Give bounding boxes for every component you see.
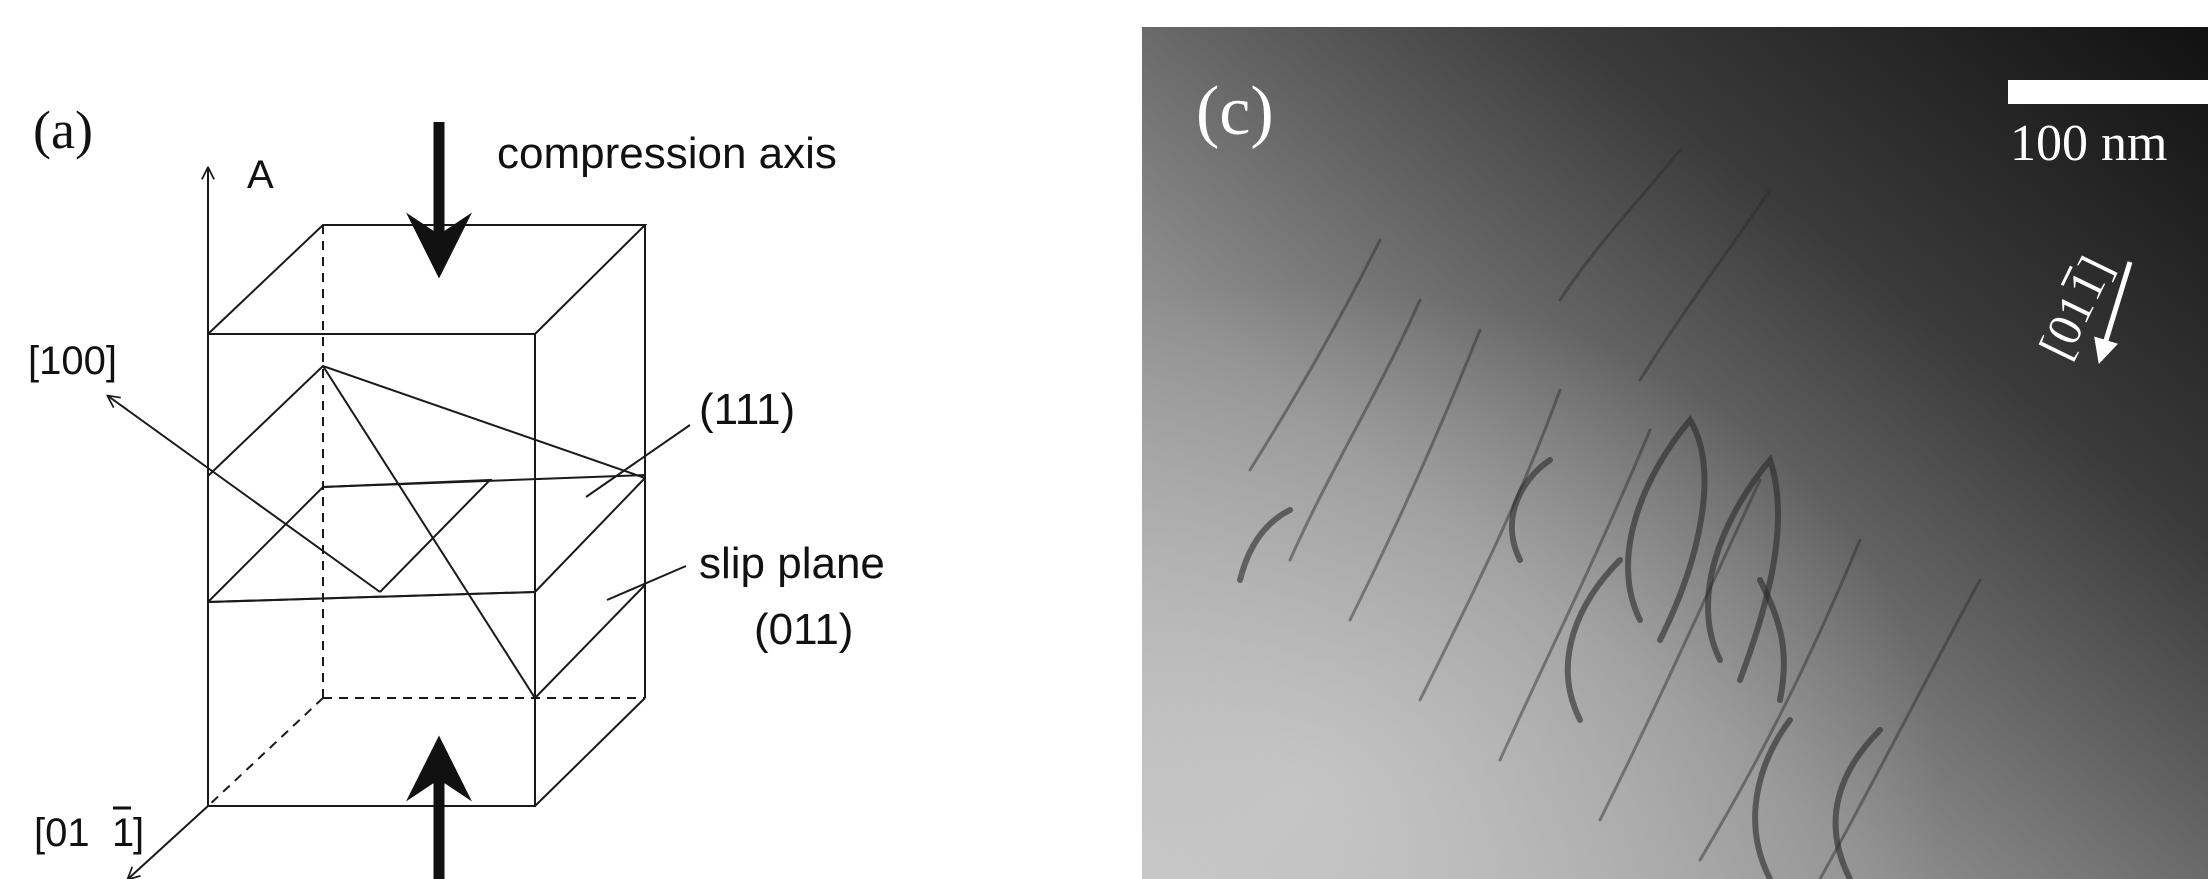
panel-a-label: (a) (33, 100, 93, 160)
scale-bar (2008, 80, 2208, 104)
plane-011 (207, 474, 646, 603)
dir-01bar1-label: [01 1 ] (34, 806, 144, 855)
direction-overbar (2060, 265, 2073, 286)
tem-micrograph: 100 nm (c) [01 1 ] (1142, 27, 2208, 879)
leader-111 (585, 424, 691, 498)
panel-c-label: (c) (1196, 73, 1274, 150)
plane-111-label: (111) (699, 385, 795, 434)
plane-111 (207, 364, 646, 700)
hidden-edges (207, 225, 645, 807)
direction-indicator: [01 1 ] (2029, 248, 2123, 366)
crystal-schematic (108, 122, 691, 879)
axis-a-label: A (247, 153, 274, 197)
cube-edges (207, 224, 648, 807)
tem-glow (1142, 27, 2208, 879)
dir-01bar1-arrow (128, 805, 209, 879)
scale-bar-label: 100 nm (2010, 115, 2167, 172)
dir-01bar1-close: ] (133, 811, 144, 855)
direction-arrow (2094, 261, 2133, 364)
dislocation-lines (1237, 148, 1982, 879)
slip-plane-label: slip plane (699, 539, 885, 588)
dir-01bar1-main: [01 (34, 811, 90, 855)
slip-plane-index-label: (011) (754, 605, 853, 654)
leader-slip-plane (606, 565, 687, 601)
compression-axis-label: compression axis (497, 129, 837, 178)
dir-01bar1-bar-digit: 1 (112, 811, 134, 855)
dir-100-arrow (108, 396, 381, 593)
dir-100-label: [100] (28, 339, 117, 383)
